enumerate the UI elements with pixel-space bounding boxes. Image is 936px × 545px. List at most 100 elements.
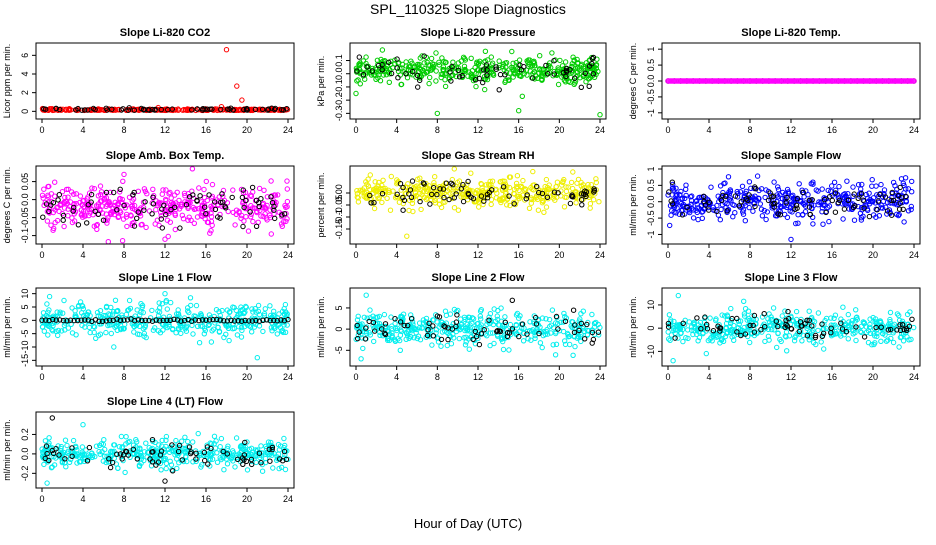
data-point (561, 204, 568, 210)
data-point (696, 205, 702, 211)
data-point (873, 324, 879, 331)
data-point (407, 333, 414, 340)
data-point (554, 71, 560, 78)
y-tick-label: 0 (20, 318, 30, 323)
data-point (39, 446, 45, 452)
data-point (209, 328, 215, 334)
data-point (506, 347, 512, 353)
data-point (486, 317, 492, 323)
data-point (855, 182, 862, 188)
data-point (394, 177, 400, 183)
data-point (572, 75, 578, 81)
data-point (502, 72, 508, 78)
data-point (86, 324, 93, 331)
data-point (897, 200, 903, 206)
data-point (197, 193, 203, 199)
data-point (493, 195, 500, 201)
data-point (873, 327, 880, 333)
data-point (172, 192, 178, 198)
data-point (249, 318, 256, 324)
y-tick-label: -0.1 (334, 79, 344, 95)
data-point (71, 204, 77, 211)
data-point (590, 71, 596, 77)
data-point (272, 192, 279, 198)
y-axis-label: Licor ppm per min. (2, 44, 12, 119)
data-point (762, 338, 768, 345)
data-point (536, 70, 542, 77)
data-point (192, 317, 199, 323)
data-point (772, 200, 778, 207)
data-point (806, 317, 812, 324)
data-point (282, 202, 288, 209)
data-point (165, 233, 171, 240)
x-tick-label: 8 (121, 125, 126, 135)
x-tick-label: 24 (909, 125, 919, 135)
data-point (168, 299, 174, 306)
data-point (112, 297, 119, 303)
data-point (739, 183, 746, 190)
data-point (54, 309, 60, 315)
data-point (163, 465, 169, 472)
data-point (405, 181, 411, 187)
data-point (851, 191, 857, 197)
data-point (478, 331, 485, 337)
data-point (400, 184, 406, 191)
y-tick-label: -0.05 (20, 207, 30, 228)
data-point (206, 312, 213, 318)
data-point (755, 195, 762, 201)
data-point (168, 206, 174, 213)
data-point (224, 451, 231, 457)
data-point (783, 317, 789, 323)
data-point (673, 201, 679, 207)
data-point (403, 71, 409, 77)
data-point (539, 70, 545, 76)
data-point (882, 194, 889, 200)
data-point (100, 458, 107, 464)
panel-4: Slope Amb. Box Temp.degrees C per min.0 4… (2, 150, 295, 260)
data-point (481, 327, 487, 333)
data-point (108, 330, 115, 337)
data-point (203, 317, 209, 323)
data-point (388, 326, 395, 332)
data-point (379, 182, 385, 189)
data-point (97, 183, 104, 189)
data-point (259, 106, 266, 113)
data-point (279, 328, 285, 334)
data-point (575, 72, 581, 79)
y-axis-label: degrees C per min. (2, 167, 12, 244)
data-point (429, 61, 436, 67)
data-point (46, 323, 52, 329)
data-point (279, 212, 285, 218)
data-point (85, 107, 91, 113)
data-point (214, 459, 221, 465)
data-point (453, 308, 460, 315)
data-point (114, 316, 120, 322)
data-point (74, 451, 80, 457)
data-point (131, 329, 137, 335)
data-point (821, 346, 827, 352)
data-point (877, 191, 883, 198)
data-point (450, 182, 456, 188)
data-point (677, 192, 683, 199)
data-point (875, 198, 882, 204)
data-point (537, 53, 543, 59)
data-point (859, 181, 865, 188)
data-point (231, 318, 238, 324)
data-point (550, 342, 556, 348)
data-point (86, 454, 92, 461)
data-point (795, 330, 801, 336)
data-point (543, 316, 549, 322)
data-point (562, 341, 569, 348)
data-point (585, 181, 591, 188)
data-point (63, 186, 70, 193)
data-point (511, 186, 518, 193)
data-point (150, 201, 157, 207)
data-point (158, 216, 165, 222)
data-point (880, 331, 886, 337)
data-point (398, 196, 405, 202)
data-point (539, 190, 546, 197)
data-point (268, 325, 275, 331)
data-point (496, 328, 502, 334)
data-point (436, 59, 442, 65)
